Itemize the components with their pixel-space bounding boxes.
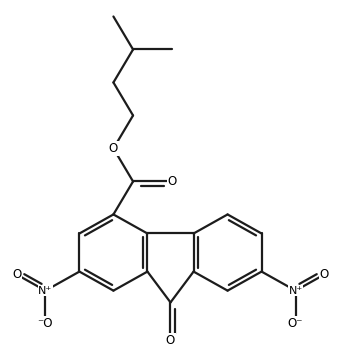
Text: O: O bbox=[12, 268, 21, 281]
Text: O: O bbox=[320, 268, 329, 281]
Text: O: O bbox=[109, 142, 118, 155]
Text: ⁻O: ⁻O bbox=[38, 317, 53, 330]
Text: O: O bbox=[168, 175, 177, 188]
Text: O: O bbox=[166, 334, 175, 347]
Text: O⁻: O⁻ bbox=[288, 317, 303, 330]
Text: N⁺: N⁺ bbox=[38, 286, 53, 296]
Text: N⁺: N⁺ bbox=[288, 286, 303, 296]
